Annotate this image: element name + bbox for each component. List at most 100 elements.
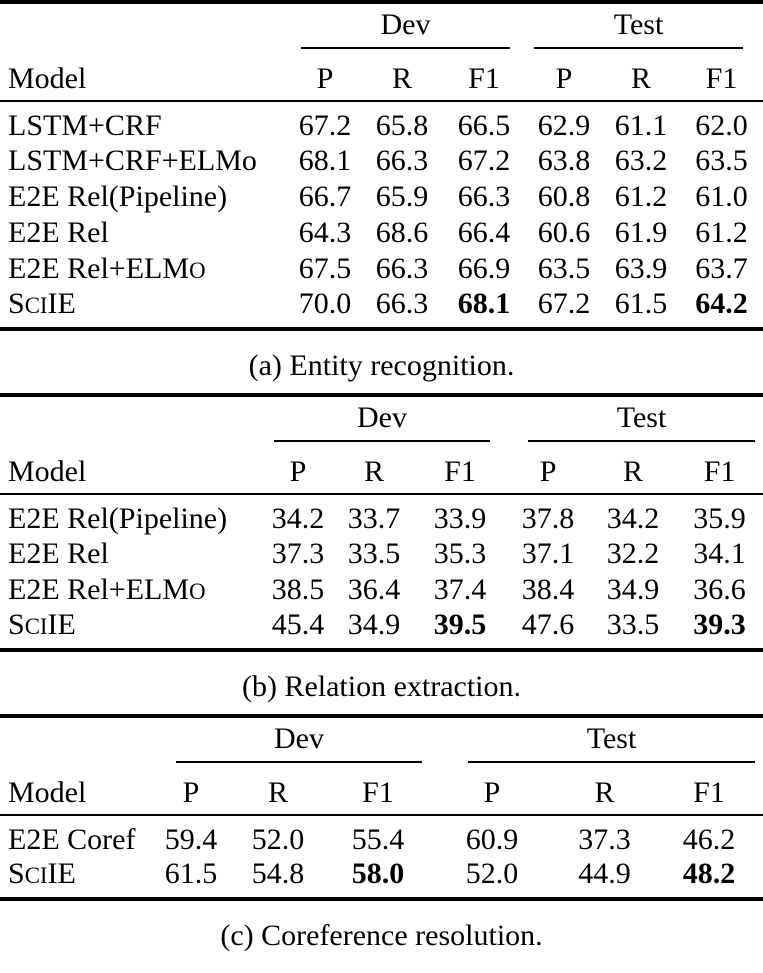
model-label: E2E Rel [8, 537, 109, 570]
model-cell: SciIE [0, 287, 288, 329]
metric-cell: 60.9 [465, 823, 519, 856]
model-column-header: Model [0, 442, 262, 495]
col-header-test-r: R [602, 49, 680, 102]
model-label: E2E Rel(Pipeline) [8, 180, 228, 213]
metric-cell: 37.4 [433, 573, 487, 606]
test-group-header: Test [430, 716, 763, 763]
test-group-label: Test [613, 8, 664, 41]
corner-cell [0, 716, 152, 763]
metric-cell: 61.0 [695, 180, 748, 213]
metric-cell: 65.9 [375, 180, 429, 213]
metric-cell-best: 58.0 [351, 857, 405, 890]
entity-recognition-table: Dev Test Model P R F1 P R F1 LSTM+CRF 67 [0, 0, 763, 331]
table-row: E2E Coref 59.4 52.0 55.4 60.9 37.3 46.2 [0, 815, 763, 857]
dev-group-label: Dev [357, 401, 407, 434]
metric-cell: 66.4 [457, 216, 511, 249]
metric-cell: 59.4 [164, 823, 218, 856]
test-group-label: Test [616, 401, 667, 434]
metric-cell: 61.2 [695, 216, 748, 249]
model-cell: SciIE [0, 857, 152, 899]
table-caption-c: (c) Coreference resolution. [220, 919, 543, 952]
table-row: LSTM+CRF 67.2 65.8 66.5 62.9 61.1 62.0 [0, 101, 763, 143]
metric-cell: 63.7 [695, 252, 748, 285]
metric-cell: 67.2 [457, 144, 511, 177]
dev-group-header: Dev [262, 395, 506, 442]
metric-cell: 37.1 [521, 537, 575, 570]
model-cell: E2E Rel+ELMo [0, 572, 262, 608]
metric-cell: 33.5 [347, 537, 401, 570]
model-label-smallcaps: ci [24, 293, 48, 318]
group-header-row: Dev Test [0, 716, 763, 763]
model-label-end: IE [47, 287, 76, 320]
metric-cell: 52.0 [465, 857, 519, 890]
metric-cell: 61.5 [614, 287, 668, 320]
model-label: S [8, 287, 25, 320]
test-group-header: Test [506, 395, 763, 442]
column-header-row: Model P R F1 P R F1 [0, 442, 763, 495]
metric-cell: 37.3 [271, 537, 325, 570]
table-row: SciIE 45.4 34.9 39.5 47.6 33.5 39.3 [0, 608, 763, 650]
model-label: S [8, 857, 25, 890]
metric-cell: 38.4 [521, 573, 575, 606]
metric-cell-best: 64.2 [695, 287, 748, 320]
model-label: LSTM+CRF+ELMo [8, 144, 257, 177]
table-caption-a: (a) Entity recognition. [248, 349, 515, 382]
model-cell: E2E Coref [0, 815, 152, 857]
table-row: E2E Rel 64.3 68.6 66.4 60.6 61.9 61.2 [0, 215, 763, 251]
col-header-dev-f1: F1 [326, 763, 430, 816]
metric-cell: 61.5 [164, 857, 218, 890]
group-header-row: Dev Test [0, 395, 763, 442]
metric-cell: 37.3 [578, 823, 631, 856]
col-header-test-f1: F1 [680, 49, 763, 102]
metric-cell: 35.3 [433, 537, 487, 570]
metric-cell: 47.6 [521, 608, 575, 641]
relation-extraction-table: Dev Test Model P R F1 P R F1 E2E Rel(Pip… [0, 393, 763, 652]
model-label-smallcaps: ci [24, 614, 48, 639]
dev-group-rule [176, 761, 422, 763]
table-row: E2E Rel(Pipeline) 66.7 65.9 66.3 60.8 61… [0, 179, 763, 215]
dev-group-header: Dev [152, 716, 430, 763]
metric-cell: 68.1 [298, 144, 352, 177]
group-header-row: Dev Test [0, 2, 763, 49]
col-header-test-f1: F1 [676, 442, 763, 495]
model-label: LSTM+CRF [8, 109, 162, 142]
metric-cell: 61.9 [614, 216, 668, 249]
table-row: E2E Rel+ELMo 38.5 36.4 37.4 38.4 34.9 36… [0, 572, 763, 608]
model-label-end: IE [47, 608, 76, 641]
col-header-test-r: R [554, 763, 655, 816]
metric-cell: 34.9 [347, 608, 401, 641]
metric-cell: 63.9 [614, 252, 668, 285]
metric-cell: 34.9 [606, 573, 660, 606]
metric-cell: 33.7 [347, 502, 401, 535]
model-cell: E2E Rel [0, 536, 262, 572]
metric-cell: 63.8 [537, 144, 591, 177]
metric-cell: 63.5 [537, 252, 591, 285]
column-header-row: Model P R F1 P R F1 [0, 763, 763, 816]
metric-cell-best: 39.5 [433, 608, 487, 641]
metric-cell: 62.9 [537, 109, 591, 142]
metric-cell: 61.1 [614, 109, 668, 142]
dev-group-rule [274, 440, 491, 442]
dev-group-rule [301, 47, 510, 49]
metric-cell-best: 68.1 [457, 287, 511, 320]
metric-cell: 44.9 [578, 857, 631, 890]
model-cell: E2E Rel(Pipeline) [0, 179, 288, 215]
metric-cell: 35.9 [693, 502, 746, 535]
metric-cell: 67.5 [298, 252, 352, 285]
model-cell: E2E Rel+ELMo [0, 251, 288, 287]
table-row: E2E Rel+ELMo 67.5 66.3 66.9 63.5 63.9 63… [0, 251, 763, 287]
metric-cell: 66.7 [298, 180, 352, 213]
metric-cell: 52.0 [251, 823, 305, 856]
model-cell: E2E Rel(Pipeline) [0, 494, 262, 536]
metric-cell-best: 39.3 [693, 608, 746, 641]
metric-cell: 61.2 [614, 180, 668, 213]
model-label: S [8, 608, 25, 641]
test-group-label: Test [586, 722, 637, 755]
col-header-test-p: P [506, 442, 591, 495]
metric-cell: 67.2 [298, 109, 352, 142]
table-row: SciIE 70.0 66.3 68.1 67.2 61.5 64.2 [0, 287, 763, 329]
column-header-row: Model P R F1 P R F1 [0, 49, 763, 102]
model-label-smallcaps: o [189, 579, 206, 604]
model-label: E2E Rel+ELM [8, 573, 190, 606]
table-caption-b: (b) Relation extraction. [241, 670, 522, 703]
